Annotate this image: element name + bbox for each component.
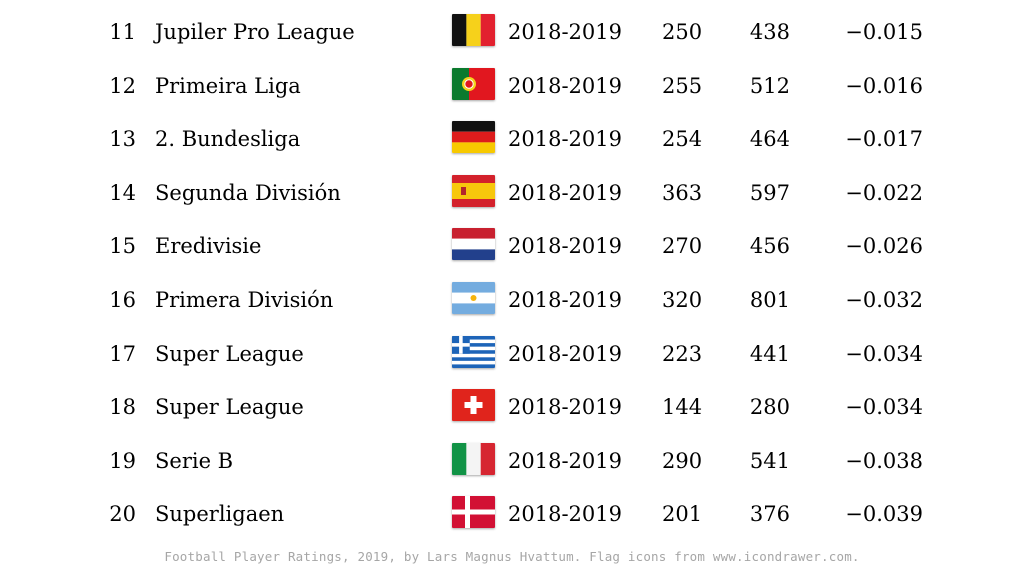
value-1: 223 <box>662 341 703 366</box>
rank: 11 <box>109 20 136 44</box>
rating-score: −0.026 <box>845 234 923 259</box>
value-2: 541 <box>749 448 790 473</box>
value-1: 270 <box>662 234 703 259</box>
value-2: 441 <box>749 341 790 366</box>
value-1: 254 <box>662 127 703 152</box>
argentina-flag-icon <box>452 281 495 314</box>
season: 2018-2019 <box>508 395 622 420</box>
table-row: 12 Primeira Liga 2018-2019 255 512 −0.01… <box>0 62 1024 116</box>
season: 2018-2019 <box>508 341 622 366</box>
value-2: 464 <box>749 127 790 152</box>
rating-score: −0.022 <box>845 180 923 205</box>
value-2: 801 <box>749 287 790 312</box>
season: 2018-2019 <box>508 448 622 473</box>
rank: 18 <box>109 395 136 420</box>
rating-score: −0.015 <box>845 20 923 44</box>
footer-credits: Football Player Ratings, 2019, by Lars M… <box>164 549 860 564</box>
table-row: 15 Eredivisie 2018-2019 270 456 −0.026 <box>0 222 1024 276</box>
rank: 20 <box>109 502 136 527</box>
value-1: 290 <box>662 448 703 473</box>
season: 2018-2019 <box>508 180 622 205</box>
season: 2018-2019 <box>508 287 622 312</box>
league-name: Serie B <box>155 448 234 473</box>
league-name: Superligaen <box>155 502 285 527</box>
value-2: 438 <box>749 20 790 44</box>
value-1: 250 <box>662 20 703 44</box>
value-1: 363 <box>662 180 703 205</box>
value-1: 201 <box>662 502 703 527</box>
season: 2018-2019 <box>508 73 622 98</box>
rank: 19 <box>109 448 136 473</box>
rating-score: −0.032 <box>845 287 923 312</box>
league-name: Jupiler Pro League <box>155 20 355 44</box>
table-row: 17 Super League 2018-2019 223 441 −0.034 <box>0 330 1024 384</box>
season: 2018-2019 <box>508 127 622 152</box>
netherlands-flag-icon <box>452 228 495 261</box>
switzerland-flag-icon <box>452 389 495 422</box>
rating-score: −0.017 <box>845 127 923 152</box>
table-row: 13 2. Bundesliga 2018-2019 254 464 −0.01… <box>0 115 1024 169</box>
value-2: 512 <box>749 73 790 98</box>
season: 2018-2019 <box>508 502 622 527</box>
season: 2018-2019 <box>508 234 622 259</box>
table-row: 19 Serie B 2018-2019 290 541 −0.038 <box>0 437 1024 491</box>
denmark-flag-icon <box>452 496 495 529</box>
league-name: Super League <box>155 341 304 366</box>
rating-score: −0.039 <box>845 502 923 527</box>
italy-flag-icon <box>452 442 495 475</box>
league-name: 2. Bundesliga <box>155 127 301 152</box>
greece-flag-icon <box>452 335 495 368</box>
league-name: Primera División <box>155 287 334 312</box>
season: 2018-2019 <box>508 20 622 44</box>
rank: 13 <box>109 127 136 152</box>
league-name: Eredivisie <box>155 234 262 259</box>
value-1: 320 <box>662 287 703 312</box>
league-name: Segunda División <box>155 180 341 205</box>
rating-score: −0.034 <box>845 395 923 420</box>
value-1: 255 <box>662 73 703 98</box>
rank: 14 <box>109 180 136 205</box>
value-1: 144 <box>662 395 703 420</box>
germany-flag-icon <box>452 121 495 154</box>
rating-score: −0.034 <box>845 341 923 366</box>
rank: 15 <box>109 234 136 259</box>
rating-score: −0.038 <box>845 448 923 473</box>
value-2: 597 <box>749 180 790 205</box>
rank: 12 <box>109 73 136 98</box>
table-row: 20 Superligaen 2018-2019 201 376 −0.039 <box>0 490 1024 544</box>
rating-score: −0.016 <box>845 73 923 98</box>
league-ranking-table: 11 Jupiler Pro League 2018-2019 250 438 … <box>0 8 1024 544</box>
spain-flag-icon <box>452 174 495 207</box>
value-2: 280 <box>749 395 790 420</box>
table-row: 14 Segunda División 2018-2019 363 597 −0… <box>0 169 1024 223</box>
table-row: 11 Jupiler Pro League 2018-2019 250 438 … <box>0 8 1024 62</box>
league-name: Primeira Liga <box>155 73 301 98</box>
portugal-flag-icon <box>452 67 495 100</box>
table-row: 18 Super League 2018-2019 144 280 −0.034 <box>0 383 1024 437</box>
belgium-flag-icon <box>452 14 495 46</box>
value-2: 456 <box>749 234 790 259</box>
league-name: Super League <box>155 395 304 420</box>
table-row: 16 Primera División 2018-2019 320 801 −0… <box>0 276 1024 330</box>
value-2: 376 <box>749 502 790 527</box>
rank: 17 <box>109 341 136 366</box>
rank: 16 <box>109 287 136 312</box>
